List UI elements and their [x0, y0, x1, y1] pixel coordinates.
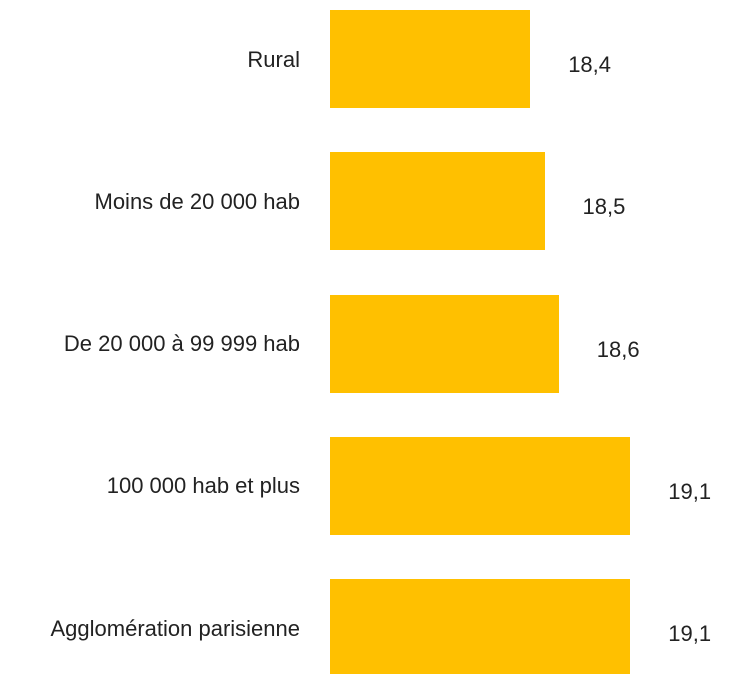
value-label: 18,5 — [582, 194, 626, 220]
category-label: Moins de 20 000 hab — [95, 152, 301, 250]
category-label: De 20 000 à 99 999 hab — [64, 295, 300, 393]
category-text: De 20 000 à 99 999 hab — [63, 331, 300, 357]
bar — [330, 579, 631, 674]
value-label: 18,6 — [596, 336, 640, 362]
category-text: 100 000 hab et plus — [106, 473, 300, 499]
category-text: Moins de 20 000 hab — [94, 188, 301, 214]
bar — [330, 152, 545, 251]
category-text: Rural — [247, 46, 300, 72]
category-label: 100 000 hab et plus — [107, 437, 300, 535]
value-label: 18,4 — [568, 52, 612, 77]
value-label: 19,1 — [668, 478, 712, 504]
category-text: Agglomération parisienne — [50, 615, 301, 641]
bar — [330, 10, 531, 108]
value-label: 19,1 — [668, 621, 712, 647]
bar — [330, 294, 559, 393]
category-label: Rural — [247, 10, 300, 108]
bar — [330, 436, 631, 535]
category-label: Agglomération parisienne — [51, 579, 301, 674]
